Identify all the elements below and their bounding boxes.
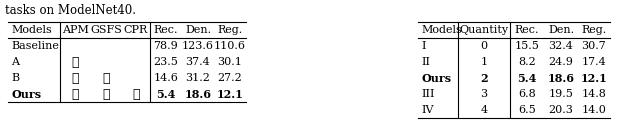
Text: Baseline: Baseline xyxy=(11,41,59,51)
Text: I: I xyxy=(421,41,426,51)
Text: 14.8: 14.8 xyxy=(582,89,607,99)
Text: 14.0: 14.0 xyxy=(582,105,607,115)
Text: Reg.: Reg. xyxy=(581,25,607,35)
Text: 123.6: 123.6 xyxy=(182,41,214,51)
Text: B: B xyxy=(11,73,19,83)
Text: 30.1: 30.1 xyxy=(218,57,243,67)
Text: A: A xyxy=(11,57,19,67)
Text: CPR: CPR xyxy=(124,25,148,35)
Text: 20.3: 20.3 xyxy=(548,105,573,115)
Text: Models: Models xyxy=(421,25,461,35)
Text: 24.9: 24.9 xyxy=(548,57,573,67)
Text: Ours: Ours xyxy=(421,72,451,84)
Text: GSFS: GSFS xyxy=(90,25,122,35)
Text: 4: 4 xyxy=(481,105,488,115)
Text: Ours: Ours xyxy=(11,88,41,100)
Text: 31.2: 31.2 xyxy=(186,73,211,83)
Text: 15.5: 15.5 xyxy=(515,41,540,51)
Text: 8.2: 8.2 xyxy=(518,57,536,67)
Text: Rec.: Rec. xyxy=(515,25,540,35)
Text: Rec.: Rec. xyxy=(154,25,179,35)
Text: 12.1: 12.1 xyxy=(216,88,243,100)
Text: 32.4: 32.4 xyxy=(548,41,573,51)
Text: 14.6: 14.6 xyxy=(154,73,179,83)
Text: 0: 0 xyxy=(481,41,488,51)
Text: 5.4: 5.4 xyxy=(156,88,176,100)
Text: 37.4: 37.4 xyxy=(186,57,211,67)
Text: 2: 2 xyxy=(480,72,488,84)
Text: ✓: ✓ xyxy=(102,88,109,100)
Text: APM: APM xyxy=(61,25,88,35)
Text: 5.4: 5.4 xyxy=(517,72,537,84)
Text: 78.9: 78.9 xyxy=(154,41,179,51)
Text: 18.6: 18.6 xyxy=(547,72,575,84)
Text: Quantity: Quantity xyxy=(460,25,509,35)
Text: Models: Models xyxy=(11,25,52,35)
Text: III: III xyxy=(421,89,435,99)
Text: 17.4: 17.4 xyxy=(582,57,606,67)
Text: ✓: ✓ xyxy=(71,55,79,69)
Text: tasks on ModelNet40.: tasks on ModelNet40. xyxy=(5,4,136,17)
Text: ✓: ✓ xyxy=(132,88,140,100)
Text: 23.5: 23.5 xyxy=(154,57,179,67)
Text: 6.5: 6.5 xyxy=(518,105,536,115)
Text: 12.1: 12.1 xyxy=(580,72,607,84)
Text: ✓: ✓ xyxy=(102,72,109,84)
Text: Den.: Den. xyxy=(548,25,574,35)
Text: 3: 3 xyxy=(481,89,488,99)
Text: 19.5: 19.5 xyxy=(548,89,573,99)
Text: II: II xyxy=(421,57,430,67)
Text: 18.6: 18.6 xyxy=(184,88,211,100)
Text: ✓: ✓ xyxy=(71,88,79,100)
Text: Den.: Den. xyxy=(185,25,211,35)
Text: 110.6: 110.6 xyxy=(214,41,246,51)
Text: 6.8: 6.8 xyxy=(518,89,536,99)
Text: 27.2: 27.2 xyxy=(218,73,243,83)
Text: IV: IV xyxy=(421,105,433,115)
Text: 30.7: 30.7 xyxy=(582,41,606,51)
Text: 1: 1 xyxy=(481,57,488,67)
Text: ✓: ✓ xyxy=(71,72,79,84)
Text: Reg.: Reg. xyxy=(218,25,243,35)
